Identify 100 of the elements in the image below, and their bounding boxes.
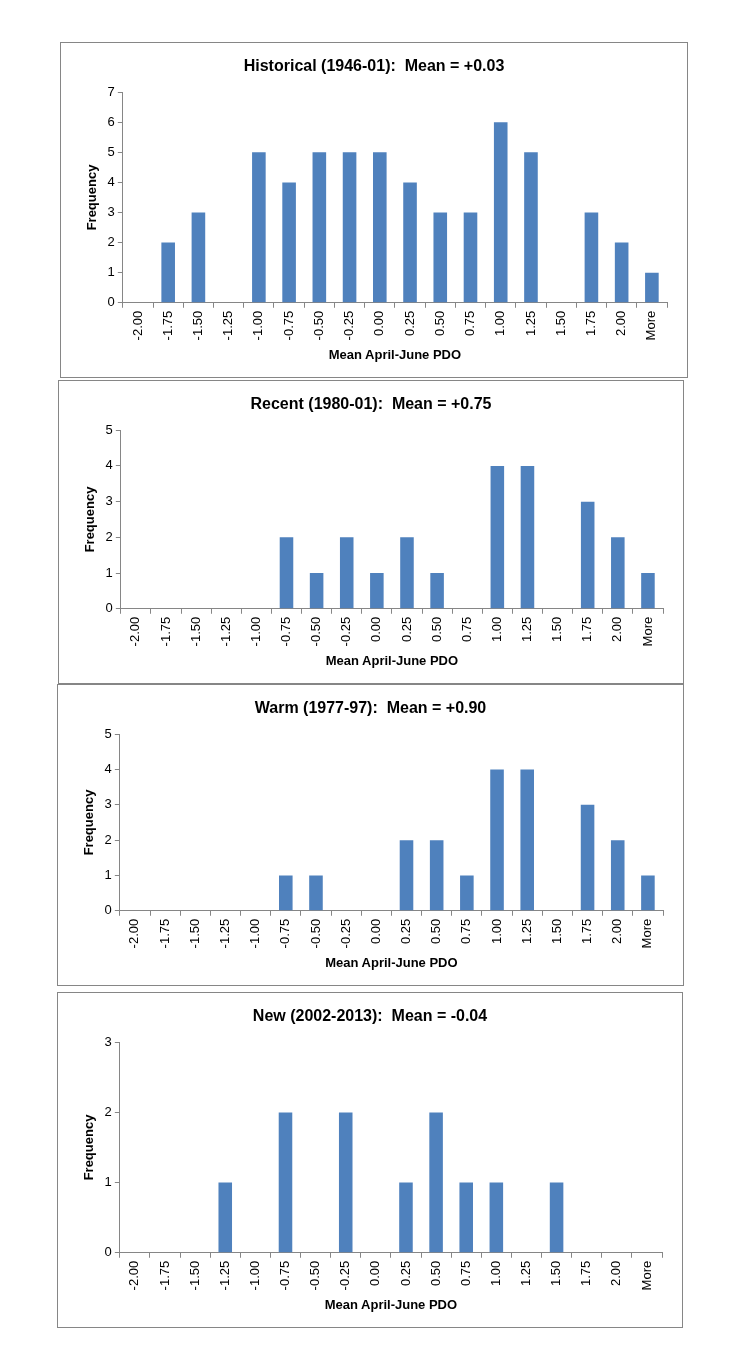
bar <box>430 573 444 609</box>
bar <box>463 212 478 303</box>
x-tick-label: 0.00 <box>367 1260 383 1287</box>
y-tick-label: 3 <box>105 493 113 509</box>
x-tick-label: 1.50 <box>548 918 564 945</box>
y-tick-label: 4 <box>105 457 113 473</box>
bar <box>584 212 599 303</box>
bar <box>524 152 538 303</box>
bar <box>614 242 629 303</box>
y-tick-label: 5 <box>105 421 113 437</box>
x-tick-label: 0.75 <box>457 1260 473 1287</box>
x-tick-label: -1.50 <box>186 1260 202 1291</box>
x-tick-label: -1.75 <box>157 616 173 647</box>
y-tick-label: 2 <box>105 528 113 544</box>
x-tick-label: 0.00 <box>367 918 383 945</box>
bar <box>403 182 417 303</box>
x-tick-label: -0.50 <box>307 1260 323 1291</box>
y-tick-label: 4 <box>107 174 115 190</box>
x-tick-label: 1.00 <box>492 310 508 337</box>
x-tick-label: 0.50 <box>431 310 447 337</box>
x-tick-label: 0.75 <box>458 616 474 643</box>
x-tick-label: -1.25 <box>217 616 233 647</box>
y-tick-label: 0 <box>107 294 115 310</box>
x-tick-label: 0.75 <box>462 310 478 337</box>
y-tick-label: 1 <box>107 264 115 280</box>
x-tick-label: -1.00 <box>247 616 263 647</box>
x-tick-label: -2.00 <box>126 918 142 949</box>
y-tick-label: 1 <box>105 564 113 580</box>
y-tick-label: 5 <box>104 725 112 741</box>
bar <box>252 152 266 303</box>
x-tick-label: -2.00 <box>129 310 145 341</box>
y-tick-label: 4 <box>104 761 112 777</box>
x-tick-label: 1.50 <box>548 1260 564 1287</box>
x-tick-label: More <box>638 1260 654 1291</box>
bar <box>312 152 327 303</box>
bar <box>641 875 655 911</box>
bar <box>610 840 625 911</box>
x-tick-label: 0.25 <box>398 616 414 643</box>
x-tick-label: 1.25 <box>519 616 535 643</box>
x-tick-label: 1.75 <box>579 616 595 643</box>
x-tick-label: 1.00 <box>488 918 504 945</box>
x-tick-label: -2.00 <box>127 616 143 647</box>
x-tick-label: -1.00 <box>247 918 263 949</box>
chart-title: Warm (1977-97): Mean = +0.90 <box>254 699 487 717</box>
bar <box>282 182 296 303</box>
x-tick-label: -1.00 <box>250 310 266 341</box>
x-tick-label: -0.50 <box>310 310 326 341</box>
x-tick-label: -0.75 <box>278 616 294 647</box>
y-tick-label: 0 <box>104 1244 112 1260</box>
x-tick-label: 0.50 <box>427 1260 443 1287</box>
x-tick-label: -1.00 <box>246 1260 262 1291</box>
bar <box>645 272 659 303</box>
x-axis-title: Mean April-June PDO <box>325 652 459 668</box>
x-tick-label: -0.25 <box>338 616 354 647</box>
chart-title: Recent (1980-01): Mean = +0.75 <box>250 395 492 413</box>
bar <box>399 840 414 911</box>
bar <box>429 840 444 911</box>
y-tick-label: 0 <box>105 600 113 616</box>
x-tick-label: -0.75 <box>277 918 293 949</box>
x-tick-label: -0.50 <box>307 918 323 949</box>
y-tick-label: 2 <box>107 234 115 250</box>
y-tick-label: 3 <box>104 1033 112 1049</box>
bar <box>342 152 357 303</box>
x-tick-label: -0.25 <box>341 310 357 341</box>
bar <box>279 537 294 609</box>
x-tick-label: More <box>643 310 659 341</box>
bar <box>460 875 474 911</box>
bar <box>433 212 448 303</box>
y-axis-title: Frequency <box>81 1113 97 1181</box>
x-tick-label: 1.75 <box>579 918 595 945</box>
bar <box>309 875 323 911</box>
bar <box>520 769 534 911</box>
x-axis-title: Mean April-June PDO <box>324 1296 458 1312</box>
bar <box>641 573 655 609</box>
x-tick-label: 1.75 <box>578 1260 594 1287</box>
x-tick-label: 0.25 <box>397 1260 413 1287</box>
y-tick-label: 7 <box>107 83 115 99</box>
y-axis-title: Frequency <box>81 788 97 856</box>
x-tick-label: -1.75 <box>156 918 172 949</box>
x-tick-label: -1.25 <box>220 310 236 341</box>
chart-title: New (2002-2013): Mean = -0.04 <box>252 1007 488 1025</box>
y-tick-label: 3 <box>104 796 112 812</box>
x-tick-label: -0.75 <box>277 1260 293 1291</box>
bar <box>580 804 595 911</box>
y-tick-label: 0 <box>104 902 112 918</box>
x-tick-label: -0.25 <box>337 1260 353 1291</box>
x-tick-label: 1.50 <box>549 616 565 643</box>
bar <box>520 465 535 609</box>
y-axis-title: Frequency <box>84 163 100 231</box>
x-tick-label: -1.25 <box>217 918 233 949</box>
x-tick-label: 0.75 <box>458 918 474 945</box>
x-tick-label: More <box>639 616 655 647</box>
x-tick-label: -0.75 <box>280 310 296 341</box>
x-tick-label: 2.00 <box>613 310 629 337</box>
y-tick-label: 3 <box>107 204 115 220</box>
x-tick-label: -1.75 <box>156 1260 172 1291</box>
x-tick-label: -1.25 <box>216 1260 232 1291</box>
y-tick-label: 2 <box>104 831 112 847</box>
bar <box>370 573 384 609</box>
y-tick-label: 6 <box>107 113 115 129</box>
